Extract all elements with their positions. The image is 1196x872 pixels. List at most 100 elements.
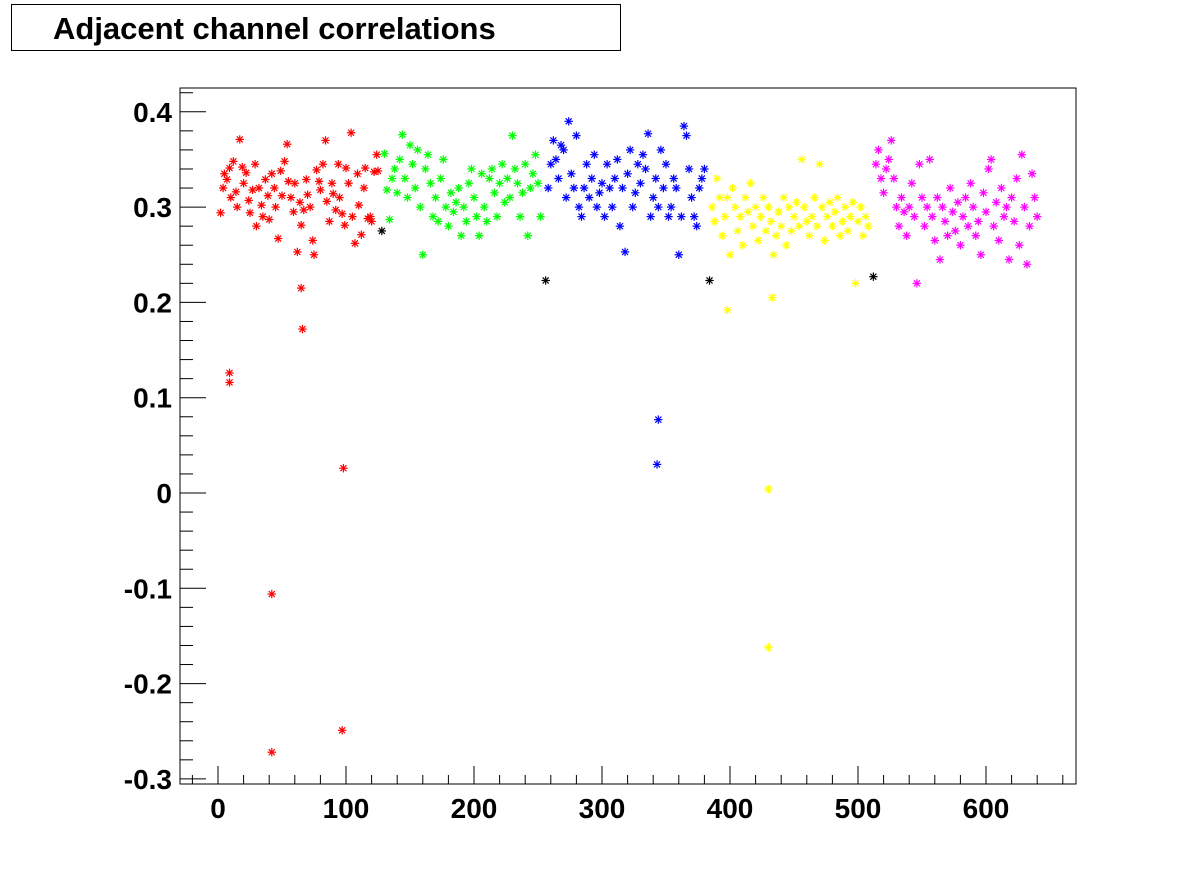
data-point bbox=[884, 155, 893, 164]
data-point bbox=[817, 202, 827, 212]
plot-frame bbox=[179, 87, 1077, 785]
data-point bbox=[697, 174, 707, 183]
data-point bbox=[395, 155, 404, 164]
data-point bbox=[298, 324, 307, 334]
data-point bbox=[316, 185, 325, 195]
y-tick-label: 0.3 bbox=[133, 192, 172, 223]
data-point bbox=[474, 231, 484, 240]
data-point bbox=[487, 164, 497, 174]
data-point bbox=[380, 149, 389, 158]
data-point bbox=[910, 212, 919, 221]
data-marks bbox=[216, 117, 1042, 757]
data-point bbox=[920, 221, 929, 231]
data-point bbox=[462, 217, 471, 226]
data-point bbox=[321, 136, 330, 145]
y-tick-label: 0.4 bbox=[133, 97, 172, 128]
data-point bbox=[956, 241, 965, 250]
x-tick-label: 200 bbox=[451, 793, 498, 824]
y-tick-label: -0.1 bbox=[124, 573, 172, 604]
data-point bbox=[400, 174, 410, 183]
x-tick-label: 100 bbox=[323, 793, 370, 824]
data-point bbox=[771, 231, 781, 240]
data-point bbox=[258, 212, 267, 221]
data-point bbox=[623, 169, 632, 178]
data-point bbox=[297, 221, 306, 230]
data-point bbox=[541, 276, 550, 285]
data-point bbox=[856, 202, 865, 212]
data-point bbox=[751, 202, 760, 212]
data-point bbox=[1015, 241, 1024, 250]
data-point bbox=[225, 378, 234, 387]
data-point bbox=[841, 202, 850, 212]
data-point bbox=[797, 155, 806, 164]
data-point bbox=[226, 193, 235, 202]
data-point bbox=[490, 188, 499, 198]
data-point bbox=[674, 250, 683, 259]
data-point bbox=[1007, 193, 1016, 202]
data-point bbox=[225, 368, 234, 378]
data-point bbox=[792, 198, 801, 207]
data-point bbox=[559, 145, 568, 155]
data-point bbox=[590, 150, 599, 159]
data-point bbox=[953, 198, 963, 207]
data-point bbox=[510, 164, 520, 174]
data-point bbox=[613, 155, 622, 164]
data-point bbox=[843, 226, 852, 236]
data-point bbox=[692, 221, 701, 231]
data-point bbox=[265, 215, 274, 224]
data-point bbox=[308, 236, 317, 245]
data-point bbox=[828, 221, 837, 231]
data-point bbox=[309, 250, 319, 259]
data-point bbox=[337, 209, 347, 218]
y-tick-label: 0 bbox=[156, 478, 172, 509]
data-point bbox=[245, 208, 255, 218]
data-point bbox=[984, 164, 993, 174]
axes: 0 100 200 300 400 500 600 -0.3 -0.2 -0.1 0 0.1 0.2 0.… bbox=[124, 92, 1064, 824]
data-point bbox=[261, 175, 270, 184]
data-point bbox=[544, 183, 553, 193]
data-point bbox=[769, 250, 778, 259]
data-point bbox=[377, 226, 387, 236]
data-point bbox=[556, 140, 566, 150]
data-point bbox=[925, 155, 934, 164]
data-point bbox=[329, 189, 338, 198]
data-point bbox=[971, 231, 980, 240]
data-point bbox=[789, 212, 799, 221]
data-point bbox=[337, 726, 347, 735]
data-point bbox=[449, 207, 458, 217]
data-point bbox=[1017, 150, 1027, 159]
data-point bbox=[917, 193, 927, 202]
data-point bbox=[777, 221, 786, 231]
data-point bbox=[267, 169, 276, 178]
data-point bbox=[715, 193, 724, 202]
data-point bbox=[436, 174, 445, 183]
data-point bbox=[876, 174, 886, 183]
data-point bbox=[938, 202, 947, 212]
data-point bbox=[707, 202, 717, 212]
data-point bbox=[410, 183, 420, 193]
data-point bbox=[728, 183, 737, 193]
data-point bbox=[940, 217, 950, 226]
data-point bbox=[764, 202, 773, 212]
data-point bbox=[646, 212, 655, 221]
data-point bbox=[610, 174, 619, 183]
data-point bbox=[764, 484, 773, 494]
data-point bbox=[521, 160, 530, 169]
data-point bbox=[638, 150, 648, 159]
data-point bbox=[812, 221, 822, 231]
data-point bbox=[994, 236, 1003, 245]
data-point bbox=[784, 202, 794, 212]
data-point bbox=[851, 279, 860, 288]
data-point bbox=[651, 174, 660, 183]
y-tick-label: -0.2 bbox=[124, 669, 172, 700]
data-point bbox=[341, 163, 351, 173]
data-point bbox=[582, 160, 591, 169]
data-point bbox=[830, 207, 840, 217]
data-point bbox=[457, 231, 466, 240]
data-point bbox=[764, 643, 773, 652]
data-point bbox=[700, 164, 709, 174]
data-point bbox=[569, 183, 579, 193]
data-point bbox=[846, 212, 855, 221]
data-point bbox=[945, 183, 955, 193]
data-point bbox=[659, 183, 668, 193]
